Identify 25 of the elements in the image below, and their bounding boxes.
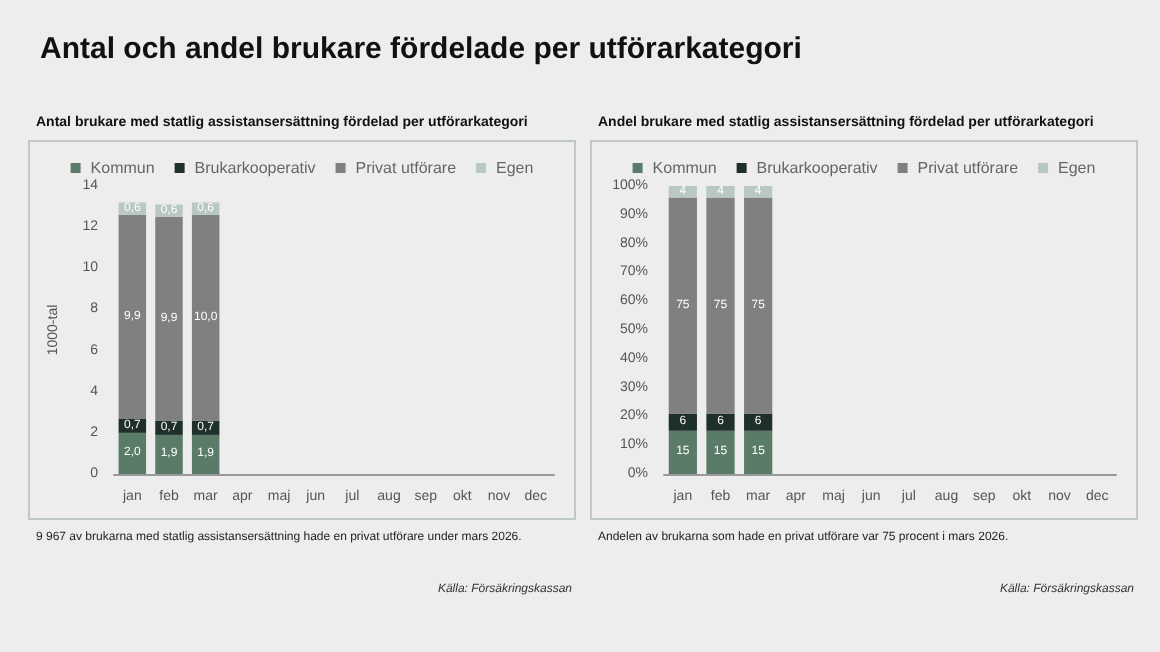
legend-label: Brukarkooperativ [194, 159, 316, 177]
bar [744, 430, 773, 474]
bar [191, 434, 220, 474]
bar [668, 197, 697, 414]
bar [155, 434, 183, 474]
legend-label: Egen [1058, 159, 1096, 177]
legend-label: Kommun [652, 159, 717, 177]
bar [744, 186, 773, 198]
bar [191, 214, 220, 421]
legend-label: Egen [496, 159, 534, 177]
bar [706, 413, 735, 431]
bar [118, 214, 147, 419]
chart-title: Antal och andel brukare fördelade per utförarkategori [40, 32, 802, 66]
bar [668, 186, 697, 198]
bar [118, 432, 147, 474]
bar [155, 216, 183, 421]
bar [668, 430, 697, 474]
legend-label: Brukarkooperativ [756, 159, 878, 177]
bar [706, 186, 735, 198]
bar [744, 197, 773, 414]
bar [706, 430, 735, 474]
legend-label: Kommun [90, 159, 155, 177]
legend-label: Privat utförare [355, 159, 458, 177]
bar [706, 197, 735, 414]
legend-label: Privat utförare [917, 159, 1020, 177]
